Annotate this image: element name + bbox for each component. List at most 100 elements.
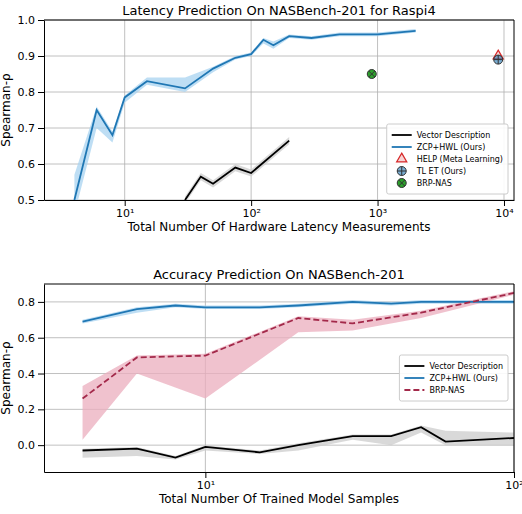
- legend-label: BRP-NAS: [429, 386, 464, 395]
- plot-frame: [44, 284, 514, 472]
- marker-cross: [369, 71, 375, 77]
- x-tick-mark: [514, 472, 515, 478]
- x-tick: 10²: [242, 200, 260, 220]
- y-grid-line: [44, 56, 514, 57]
- y-grid-line: [44, 409, 514, 410]
- legend-symbol: [404, 389, 424, 391]
- series-line: [185, 141, 289, 200]
- legend: Vector Description ZCP+HWL (Ours) BRP-NAS: [399, 355, 508, 401]
- marker-shape: [494, 55, 503, 64]
- y-tick: 0.8: [18, 86, 45, 99]
- y-tick: 0.9: [18, 50, 45, 63]
- plot-frame: [44, 20, 514, 200]
- x-tick: 10¹: [197, 472, 215, 492]
- legend-label: ZCP+HWL (Ours): [429, 374, 498, 383]
- y-tick: 0.6: [18, 158, 45, 171]
- y-tick-mark: [38, 200, 44, 201]
- legend-entry: HELP (Meta Learning): [397, 153, 503, 164]
- y-tick: 0.8: [18, 296, 45, 309]
- grid: [44, 284, 514, 472]
- legend: Vector Description ZCP+HWL (Ours) HELP (Me…: [387, 124, 508, 194]
- x-tick-label: 10²: [242, 207, 260, 220]
- x-axis: 10¹ 10² 10³ 10⁴: [45, 200, 515, 220]
- legend-box: [399, 355, 508, 401]
- x-grid-line: [377, 20, 378, 200]
- y-axis-line: [44, 285, 45, 473]
- y-tick: 1.0: [18, 14, 45, 27]
- x-tick-mark: [251, 200, 252, 206]
- y-tick: 0.7: [18, 122, 45, 135]
- x-grid-line: [124, 20, 125, 200]
- y-tick-label: 0.4: [18, 368, 36, 381]
- plot-area: [74, 29, 503, 200]
- y-tick-label: 0.7: [18, 122, 36, 135]
- y-tick-mark: [38, 409, 44, 410]
- legend-entry: Vector Description: [392, 131, 491, 140]
- y-tick-label: 0.2: [18, 403, 36, 416]
- marker-shape: [397, 153, 407, 162]
- grid: [44, 20, 514, 200]
- y-grid-line: [44, 92, 514, 93]
- y-tick-label: 1.0: [18, 14, 36, 27]
- legend-box: [387, 124, 508, 194]
- legend-symbol: [397, 179, 406, 188]
- x-tick: 10³: [369, 200, 387, 220]
- confidence-band: [83, 425, 514, 459]
- x-tick-label: 10²: [505, 479, 522, 492]
- y-axis-line: [44, 21, 45, 201]
- y-tick-label: 0.0: [18, 439, 36, 452]
- legend-label: Vector Description: [429, 362, 503, 371]
- y-tick-mark: [38, 302, 44, 303]
- legend-label: Vector Description: [417, 131, 491, 140]
- y-tick-label: 0.9: [18, 50, 36, 63]
- y-axis: 0.5 0.6 0.7 0.8 0.9 1.0: [18, 14, 45, 207]
- legend-entry: TL ET (Ours): [397, 167, 466, 176]
- x-tick-mark: [504, 200, 505, 206]
- scatter-point: [367, 70, 376, 79]
- legend-symbol: [397, 153, 407, 162]
- marker-cross: [397, 167, 406, 176]
- marker-cross: [399, 180, 405, 186]
- y-tick-mark: [38, 92, 44, 93]
- y-tick-mark: [38, 164, 44, 165]
- legend-entry: BRP-NAS: [404, 386, 464, 395]
- marker-shape: [367, 70, 376, 79]
- x-axis-line: [45, 200, 515, 201]
- x-tick-label: 10¹: [116, 207, 134, 220]
- legend-label: HELP (Meta Learning): [417, 155, 503, 164]
- x-axis-title: Total Number Of Trained Model Samples: [158, 492, 399, 506]
- y-tick-mark: [38, 128, 44, 129]
- y-tick-label: 0.5: [18, 194, 36, 207]
- x-tick-mark: [125, 200, 126, 206]
- legend-entry: Vector Description: [404, 362, 503, 371]
- y-tick-mark: [38, 20, 44, 21]
- x-tick-mark: [378, 200, 379, 206]
- y-tick-label: 0.8: [18, 296, 36, 309]
- plot-area: [83, 291, 514, 459]
- confidence-band: [74, 29, 415, 200]
- marker-cross: [494, 55, 503, 64]
- figure: 10¹ 10² 10³ 10⁴ 0.5 0.6 0.7 0.8 0.9 1.0 Latency Pr…: [0, 0, 522, 514]
- chart-panel: 10¹ 10² 0.0 0.2 0.4 0.6 0.8 Accuracy Prediction…: [0, 267, 522, 506]
- y-axis-title: Spearman-ρ: [0, 341, 13, 414]
- y-tick: 0.6: [18, 332, 45, 345]
- series-line: [74, 31, 415, 200]
- x-tick: 10⁴: [495, 200, 514, 220]
- y-tick-mark: [38, 338, 44, 339]
- y-grid-line: [44, 200, 514, 201]
- series-line: [83, 427, 514, 457]
- y-tick: 0.0: [18, 439, 45, 452]
- series-line: [83, 293, 514, 399]
- x-tick: 10¹: [116, 200, 134, 220]
- scatter-point: [494, 55, 503, 64]
- chart-title: Accuracy Prediction On NASBench-201: [153, 267, 405, 282]
- legend-label: BRP-NAS: [417, 179, 452, 188]
- legend-label: TL ET (Ours): [416, 167, 466, 176]
- y-tick-mark: [38, 56, 44, 57]
- legend-entry: ZCP+HWL (Ours): [392, 143, 486, 152]
- confidence-band: [185, 137, 289, 200]
- y-axis-title: Spearman-ρ: [0, 73, 13, 146]
- y-axis: 0.0 0.2 0.4 0.6 0.8: [18, 285, 45, 473]
- chart-title: Latency Prediction On NASBench-201 for R…: [122, 3, 436, 18]
- y-tick-mark: [38, 374, 44, 375]
